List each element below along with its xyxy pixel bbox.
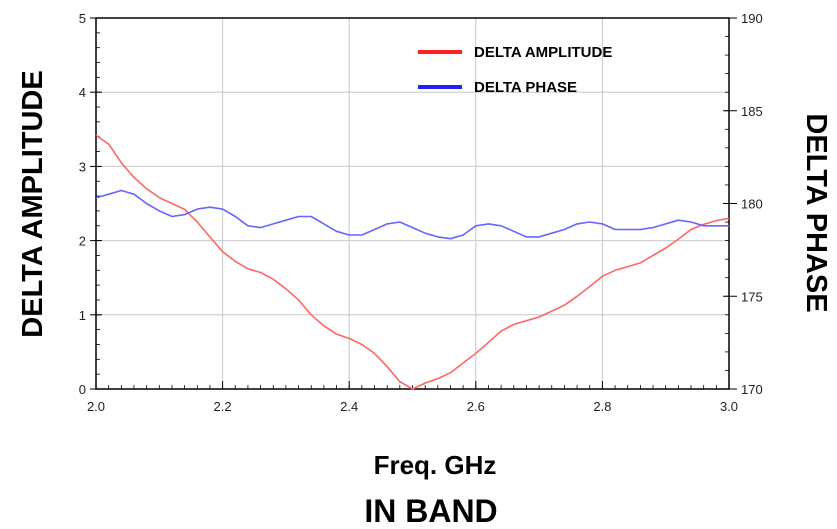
plot-area-frame (95, 17, 730, 390)
legend: DELTA AMPLITUDE DELTA PHASE (418, 44, 612, 96)
x-tick-label: 2.2 (214, 399, 232, 414)
left-y-tick-label: 3 (79, 159, 86, 174)
left-y-axis-ticks: 0 1 2 3 4 5 (79, 11, 102, 397)
legend-label: DELTA PHASE (474, 79, 577, 96)
left-y-tick-label: 1 (79, 308, 86, 323)
x-axis-ticks: 2.0 2.2 2.4 2.6 2.8 3.0 (87, 381, 738, 414)
x-tick-label: 2.8 (593, 399, 611, 414)
right-y-tick-label: 190 (741, 11, 763, 26)
x-axis-title: Freq. GHz (374, 450, 497, 480)
right-y-axis-ticks: 170 175 180 185 190 (723, 11, 763, 397)
right-y-tick-label: 185 (741, 104, 763, 119)
left-y-axis-title: DELTA AMPLITUDE (17, 70, 49, 337)
delta-phase-line (95, 189, 729, 240)
left-y-tick-label: 0 (79, 382, 86, 397)
right-y-tick-label: 180 (741, 197, 763, 212)
x-tick-label: 2.6 (467, 399, 485, 414)
right-y-tick-label: 170 (741, 382, 763, 397)
chart-caption: IN BAND (364, 493, 497, 529)
left-y-tick-label: 4 (79, 85, 86, 100)
data-series (95, 134, 730, 390)
x-tick-label: 2.0 (87, 399, 105, 414)
right-y-axis-title: DELTA PHASE (800, 113, 832, 312)
delta-amplitude-line (95, 134, 730, 390)
legend-label: DELTA AMPLITUDE (474, 44, 612, 61)
left-y-tick-label: 2 (79, 234, 86, 249)
x-tick-label: 3.0 (720, 399, 738, 414)
left-y-tick-label: 5 (79, 11, 86, 26)
x-tick-label: 2.4 (340, 399, 358, 414)
right-y-tick-label: 175 (741, 289, 763, 304)
grid-lines (96, 18, 729, 389)
